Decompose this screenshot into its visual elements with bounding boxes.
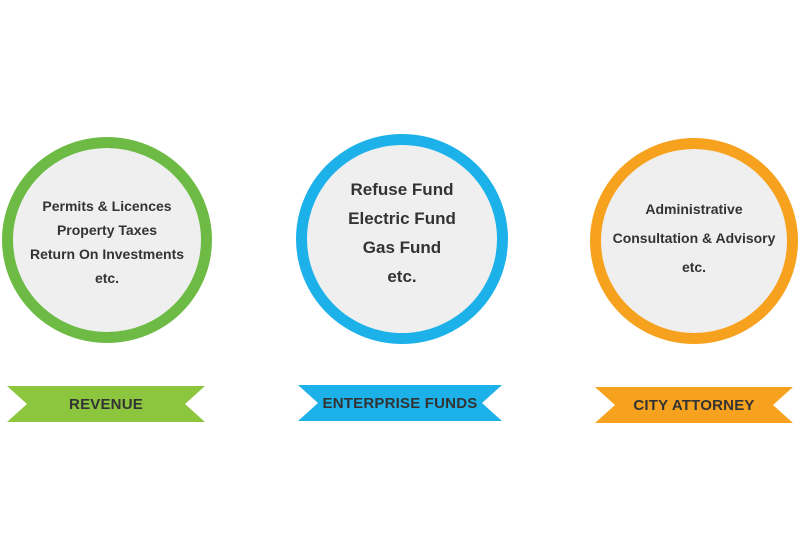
revenue-item: Permits & Licences bbox=[42, 198, 172, 214]
city-attorney-item: etc. bbox=[681, 258, 707, 275]
city-attorney-label: CITY ATTORNEY bbox=[633, 396, 755, 414]
revenue-label: REVENUE bbox=[69, 395, 143, 413]
enterprise-funds-ribbon: ENTERPRISE FUNDS bbox=[298, 385, 502, 421]
city-attorney-item: Consultation & Advisory bbox=[612, 229, 776, 246]
revenue-circle: Permits & Licences Property Taxes Return… bbox=[2, 137, 212, 343]
revenue-ribbon: REVENUE bbox=[7, 386, 205, 422]
city-attorney-circle: Administrative Consultation & Advisory e… bbox=[590, 138, 798, 344]
enterprise-funds-circle: Refuse Fund Electric Fund Gas Fund etc. bbox=[296, 134, 508, 344]
enterprise-funds-item: Electric Fund bbox=[348, 209, 456, 228]
enterprise-funds-item: Gas Fund bbox=[362, 238, 442, 257]
enterprise-funds-item: etc. bbox=[387, 267, 417, 286]
city-attorney-ribbon: CITY ATTORNEY bbox=[595, 387, 793, 423]
enterprise-funds-label: ENTERPRISE FUNDS bbox=[322, 394, 478, 412]
revenue-item: Property Taxes bbox=[56, 222, 158, 238]
revenue-item: Return On Investments bbox=[29, 246, 185, 262]
revenue-item: etc. bbox=[94, 270, 120, 286]
city-attorney-item: Administrative bbox=[645, 200, 743, 217]
enterprise-funds-item: Refuse Fund bbox=[350, 180, 454, 199]
